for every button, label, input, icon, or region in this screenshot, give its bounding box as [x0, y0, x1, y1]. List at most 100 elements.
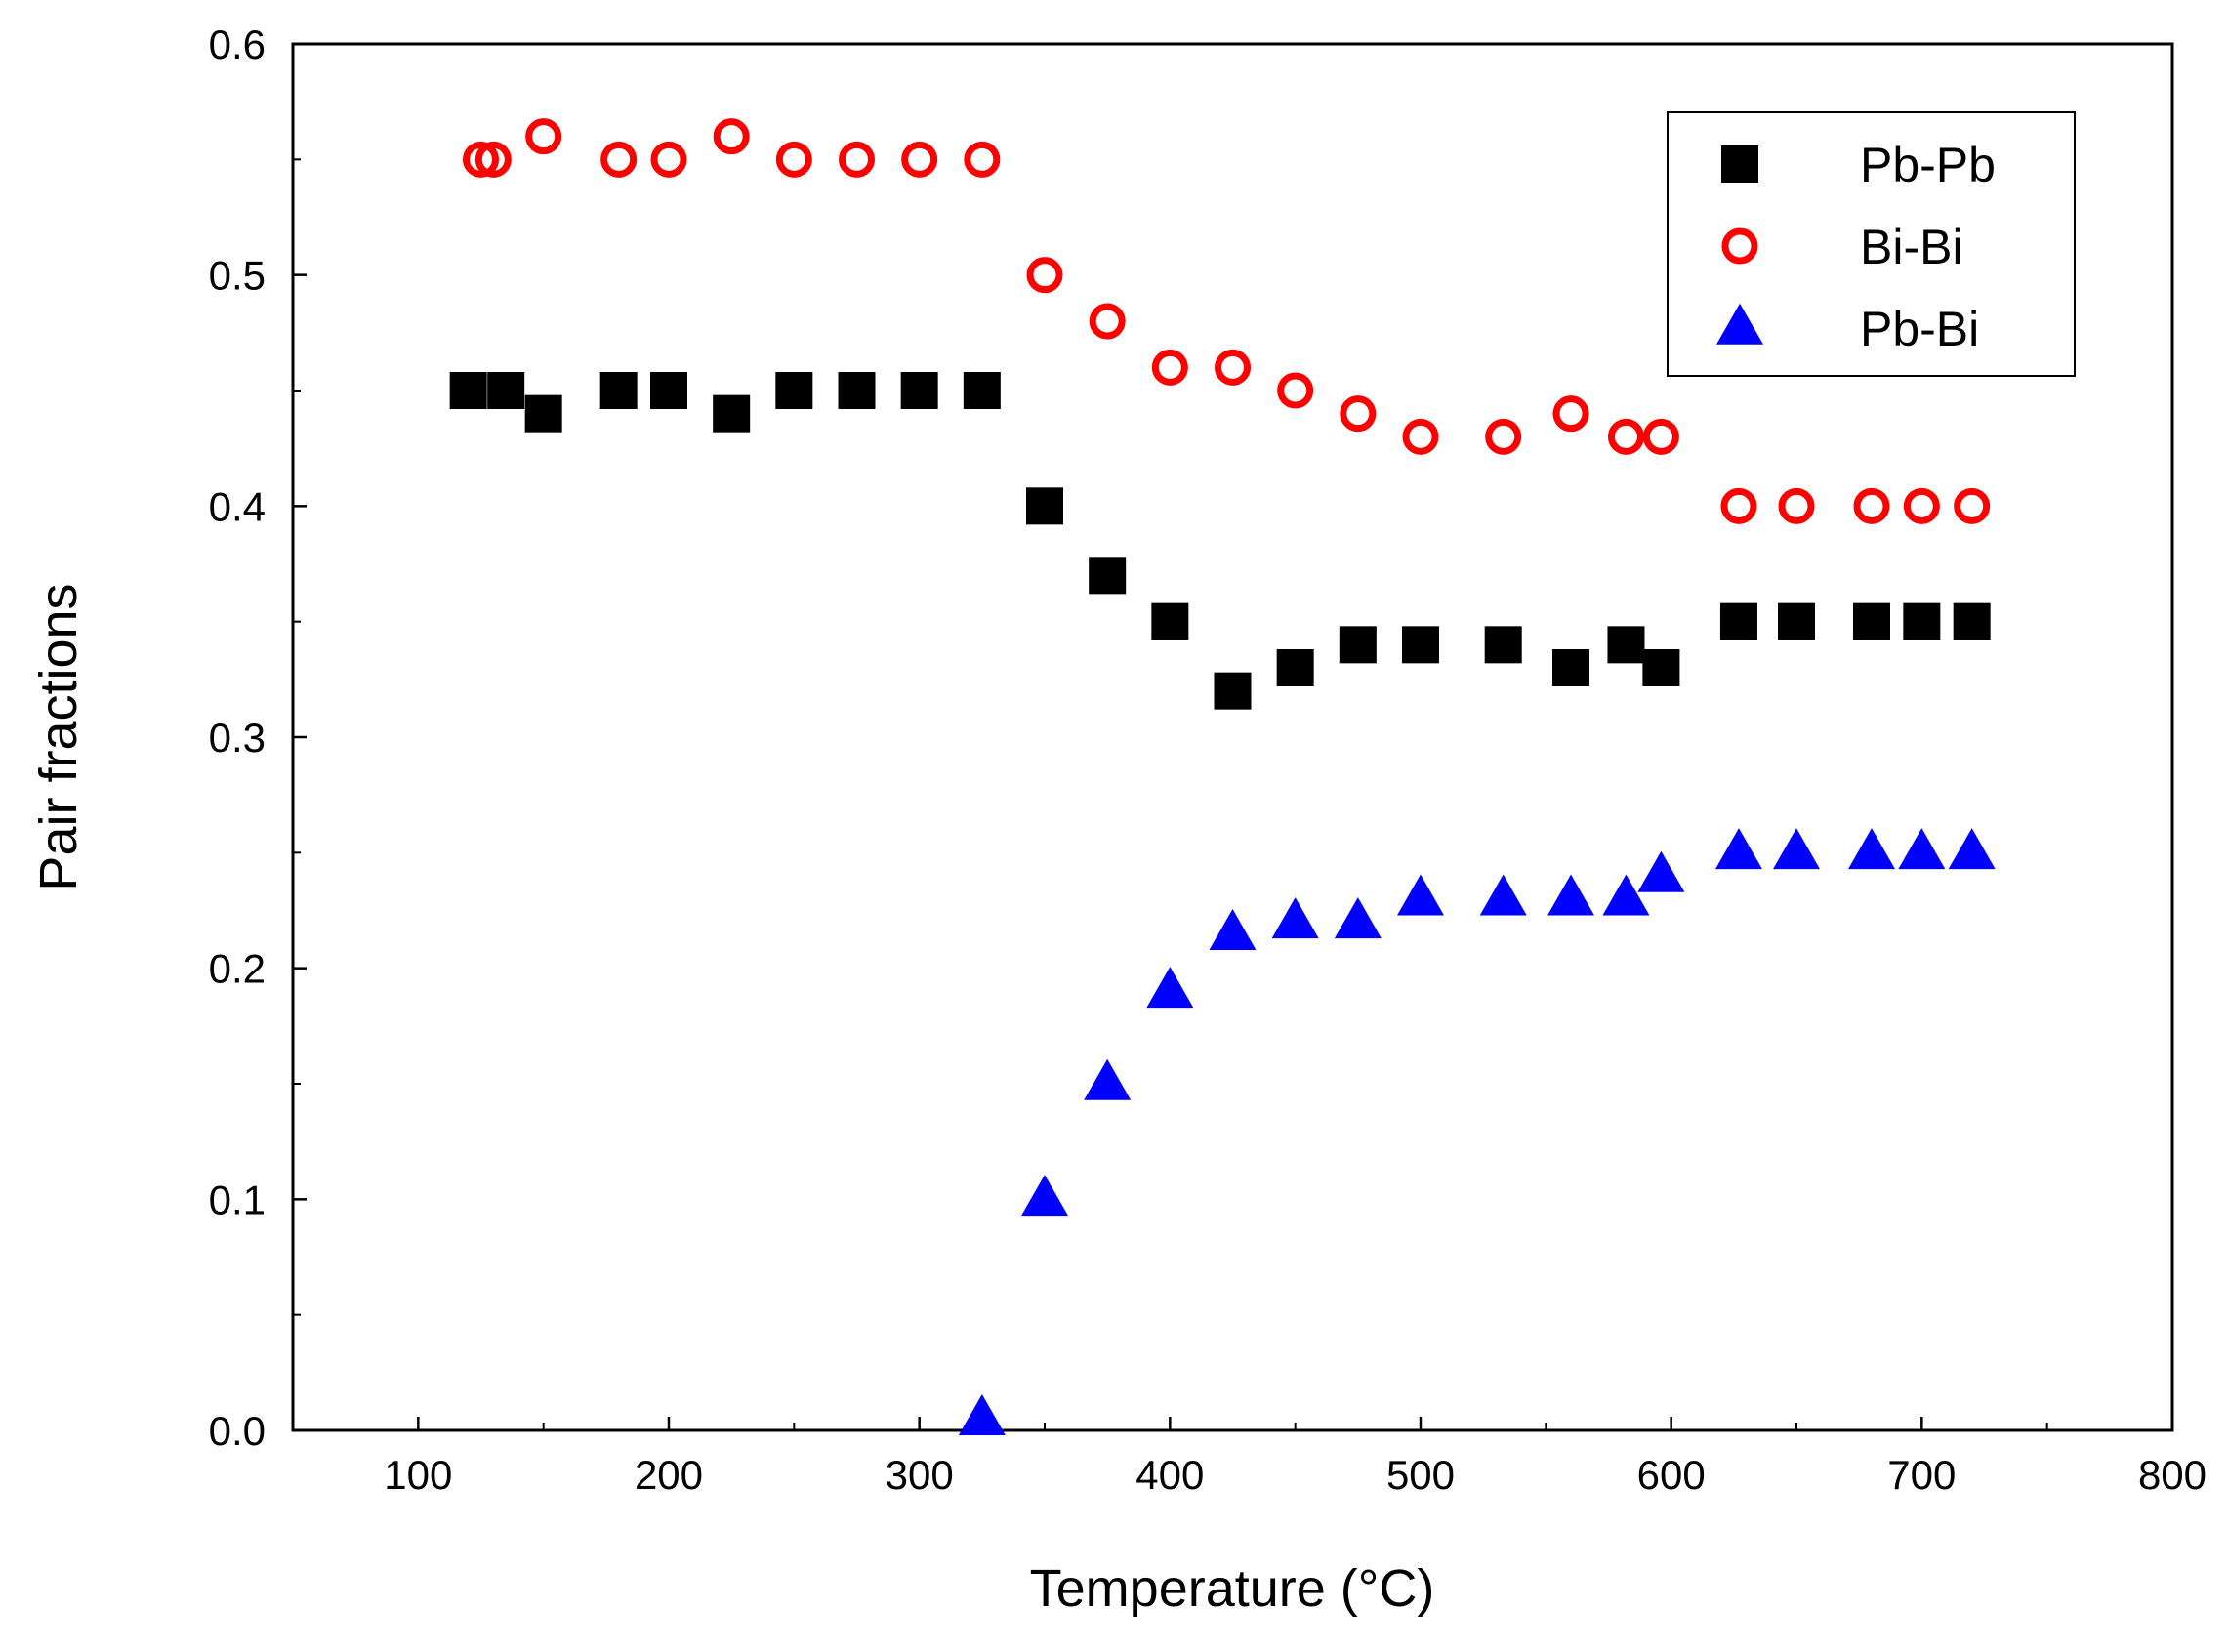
data-point [1719, 602, 1757, 640]
data-point [1953, 602, 1991, 640]
data-point [1552, 649, 1589, 686]
data-point [1637, 850, 1685, 892]
data-point [1339, 626, 1377, 664]
data-point [900, 372, 938, 409]
series-Bi-Bi [463, 118, 1991, 524]
data-point [1903, 487, 1940, 524]
data-point [1397, 874, 1444, 916]
data-point [1778, 487, 1815, 524]
data-point [1552, 395, 1589, 433]
y-tick-label: 0.1 [209, 1177, 266, 1222]
series-Pb-Pb [449, 372, 1991, 710]
data-point [1209, 908, 1257, 950]
data-point [1151, 602, 1189, 640]
data-point [1607, 418, 1644, 455]
data-point [1215, 349, 1251, 386]
data-point [1485, 418, 1522, 455]
data-point [525, 118, 562, 155]
data-point [1602, 874, 1650, 916]
data-point [1151, 349, 1188, 386]
data-point [650, 372, 687, 409]
data-point [838, 372, 876, 409]
data-point [901, 141, 938, 178]
y-axis-ticks: 0.0 0.1 0.2 0.3 0.4 0.5 0.6 [209, 21, 307, 1454]
data-point [1954, 487, 1991, 524]
y-tick-label: 0.4 [209, 483, 266, 529]
data-point [1026, 257, 1063, 294]
data-point [449, 372, 487, 409]
data-point [1642, 649, 1680, 686]
x-tick-label: 600 [1637, 1452, 1706, 1498]
y-tick-label: 0.0 [209, 1408, 266, 1454]
data-point [775, 372, 813, 409]
data-point [1853, 487, 1890, 524]
data-point [1021, 1175, 1068, 1217]
data-point [599, 372, 638, 409]
data-point [839, 141, 875, 178]
y-tick-label: 0.6 [209, 21, 266, 67]
data-point [600, 141, 638, 178]
data-point [474, 141, 512, 178]
data-point [487, 372, 525, 409]
data-point [1340, 395, 1377, 433]
data-point [958, 1393, 1006, 1435]
data-point [964, 141, 1001, 178]
data-point [1271, 897, 1319, 939]
x-tick-label: 400 [1135, 1452, 1204, 1498]
data-point [775, 141, 812, 178]
data-point [1089, 303, 1126, 340]
data-point [1853, 602, 1890, 640]
data-point [1848, 828, 1895, 870]
data-point [1714, 828, 1762, 870]
legend-label: Pb-Bi [1860, 302, 1979, 356]
data-point [1026, 487, 1063, 525]
legend-label: Bi-Bi [1860, 220, 1963, 274]
data-point [1146, 967, 1194, 1009]
data-point [1484, 626, 1522, 664]
y-tick-label: 0.3 [209, 715, 266, 761]
data-point [524, 394, 562, 433]
data-point [1547, 874, 1594, 916]
data-point [713, 394, 751, 433]
series-Pb-Bi [958, 828, 1996, 1435]
data-point [1084, 1058, 1132, 1100]
data-point [650, 141, 687, 178]
legend: Pb-Pb Bi-Bi Pb-Bi [1667, 111, 2076, 377]
data-point [1778, 602, 1815, 640]
data-point [1402, 418, 1439, 455]
data-point [1720, 487, 1757, 524]
data-point [713, 118, 750, 155]
data-point [1903, 602, 1941, 640]
data-point [1948, 828, 1996, 870]
legend-marker [1721, 145, 1758, 183]
data-point [1089, 557, 1127, 595]
x-tick-label: 100 [384, 1452, 452, 1498]
data-point [1277, 372, 1314, 409]
x-tick-label: 300 [886, 1452, 954, 1498]
series-layer [449, 118, 1996, 1435]
x-tick-label: 500 [1386, 1452, 1455, 1498]
legend-marker [1721, 227, 1758, 265]
x-axis-ticks: 100 200 300 400 500 600 700 800 [384, 1417, 2207, 1498]
legend-marker [1716, 303, 1763, 345]
x-axis-title: Temperature (°C) [1030, 1559, 1435, 1618]
data-point [1402, 626, 1439, 664]
data-point [1214, 672, 1252, 710]
y-tick-label: 0.2 [209, 946, 266, 992]
data-point [963, 372, 1001, 409]
data-point [1607, 626, 1645, 664]
y-tick-label: 0.5 [209, 253, 266, 299]
data-point [1276, 649, 1314, 686]
data-point [463, 141, 499, 178]
data-point [1773, 828, 1820, 870]
x-tick-label: 800 [2138, 1452, 2207, 1498]
data-point [1642, 418, 1679, 455]
y-axis-title: Pair fractions [29, 583, 88, 890]
legend-label: Pb-Pb [1860, 138, 1996, 192]
data-point [1479, 874, 1527, 916]
data-point [1898, 828, 1946, 870]
x-tick-label: 200 [635, 1452, 703, 1498]
data-point [1334, 897, 1382, 939]
x-tick-label: 700 [1887, 1452, 1956, 1498]
